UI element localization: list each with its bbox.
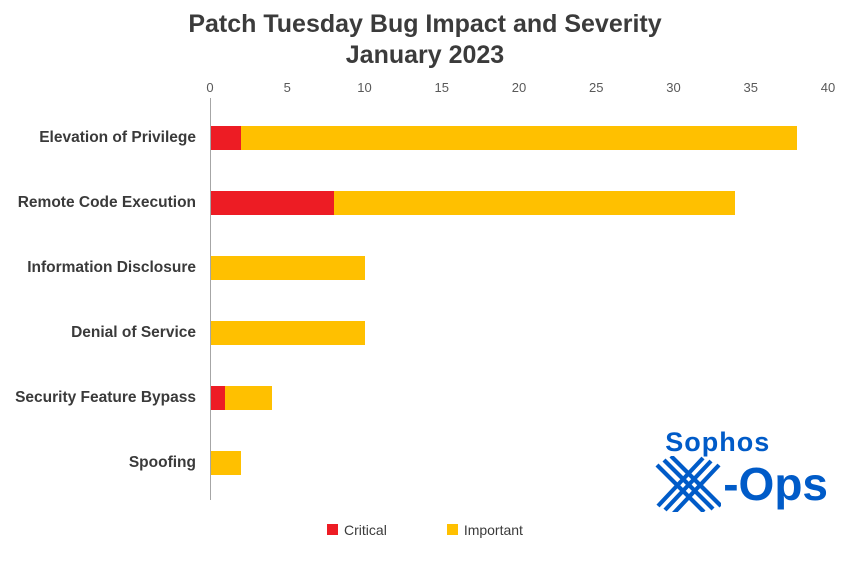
bar-segment-important — [333, 191, 736, 215]
bar-track — [210, 386, 828, 410]
chart-row: Security Feature Bypass — [0, 366, 850, 431]
category-label: Information Disclosure — [27, 259, 196, 276]
bar-segment-important — [210, 321, 365, 345]
logo-product-row: -Ops — [655, 456, 828, 512]
bar-chart: 0 5 10 15 20 25 30 35 40 Elevation of Privilege R… — [0, 78, 850, 500]
legend-swatch-important — [446, 524, 458, 535]
x-tick-label: 35 — [743, 79, 758, 95]
bar-track — [210, 191, 828, 215]
chart-subtitle: January 2023 — [345, 41, 505, 70]
bar-track — [210, 321, 828, 345]
plot-area: Elevation of Privilege Remote Code Execut… — [0, 106, 850, 496]
bar-track — [210, 126, 828, 150]
chart-title: Patch Tuesday Bug Impact and Severity — [188, 10, 662, 38]
legend-entry-critical: Critical — [327, 522, 387, 538]
legend-entry-important: Important — [446, 521, 523, 538]
category-label: Security Feature Bypass — [15, 389, 196, 406]
bar-segment-critical — [210, 126, 241, 150]
bar-segment-important — [210, 451, 241, 475]
bar-track — [210, 451, 828, 475]
y-axis-line — [210, 97, 211, 500]
chart-row: Spoofing — [0, 431, 850, 496]
x-tick-label: 15 — [434, 79, 449, 95]
x-tick-label: 10 — [357, 79, 372, 95]
chart-row: Elevation of Privilege — [0, 106, 850, 171]
logo-product-text: -Ops — [723, 458, 828, 510]
category-label: Elevation of Privilege — [39, 129, 196, 146]
x-axis: 0 5 10 15 20 25 30 35 40 — [206, 78, 835, 106]
sophos-xops-logo: Sophos -Ops — [655, 427, 828, 512]
logo-brand-text: Sophos — [665, 427, 771, 457]
bar-segment-important — [210, 256, 365, 280]
legend-swatch-critical — [327, 524, 339, 535]
x-tick-label: 5 — [283, 79, 291, 95]
legend: Critical Important — [0, 522, 850, 538]
x-tick-label: 25 — [589, 79, 604, 95]
x-tick-label: 30 — [666, 79, 681, 95]
bar-segment-important — [225, 386, 272, 410]
bar-segment-critical — [210, 191, 334, 215]
x-tick-label: 20 — [511, 79, 527, 95]
chart-row: Remote Code Execution — [0, 171, 850, 236]
category-label: Remote Code Execution — [17, 194, 196, 211]
category-label: Spoofing — [128, 454, 196, 471]
chart-row: Denial of Service — [0, 301, 850, 366]
legend-label: Critical — [344, 521, 387, 538]
legend-label: Important — [463, 521, 523, 538]
category-label: Denial of Service — [71, 324, 196, 341]
x-tick-label: 40 — [820, 79, 836, 95]
chart-row: Information Disclosure — [0, 236, 850, 301]
bar-segment-critical — [210, 386, 226, 410]
bar-track — [210, 256, 828, 280]
x-tick-label: 0 — [206, 79, 214, 95]
bar-segment-important — [240, 126, 798, 150]
xops-x-icon — [655, 456, 722, 512]
